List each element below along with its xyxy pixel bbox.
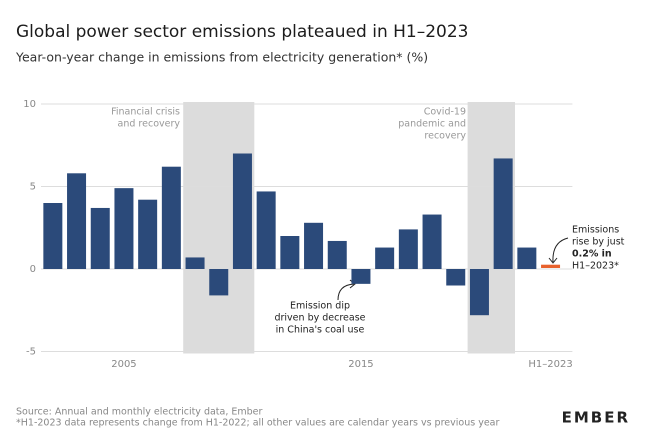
bar — [541, 264, 561, 268]
source-note: *H1-2023 data represents change from H1-… — [16, 418, 499, 429]
arrow-head — [548, 257, 558, 264]
bar — [327, 240, 347, 269]
bar — [375, 247, 395, 269]
y-tick-label: 0 — [30, 264, 36, 275]
annotation: H1–2023* — [572, 261, 619, 272]
bar — [161, 166, 181, 269]
chart-title: Global power sector emissions plateaued … — [16, 22, 468, 42]
bar — [469, 269, 489, 316]
bar — [114, 188, 134, 269]
bar — [67, 173, 87, 269]
bar — [351, 269, 371, 284]
bar — [517, 247, 537, 269]
annotation: Financial crisis — [111, 107, 180, 118]
x-tick-label: 2015 — [348, 359, 373, 370]
annotation: driven by decrease — [274, 313, 365, 324]
bar — [304, 222, 324, 269]
annotation: in China's coal use — [276, 325, 365, 336]
bar — [185, 257, 205, 269]
annotation: recovery — [424, 131, 466, 142]
bar — [43, 203, 63, 269]
x-tick-label: H1–2023 — [528, 359, 572, 370]
arrow — [337, 283, 355, 301]
chart-subtitle: Year-on-year change in emissions from el… — [15, 50, 428, 65]
bar — [446, 269, 466, 286]
annotation: 0.2% in — [572, 249, 612, 260]
y-tick-label: 10 — [23, 99, 36, 110]
bar — [90, 207, 110, 269]
arrow — [552, 237, 569, 263]
logo: EMBER — [562, 409, 630, 427]
annotation: rise by just — [572, 237, 625, 248]
x-tick-label: 2005 — [111, 359, 136, 370]
annotation: Emissions — [572, 225, 619, 236]
annotation: and recovery — [118, 119, 181, 130]
bar — [232, 153, 252, 269]
bar — [280, 236, 300, 269]
bar — [256, 191, 276, 269]
annotation: pandemic and — [398, 119, 466, 130]
annotation: Emission dip — [290, 301, 350, 312]
bar — [398, 229, 418, 269]
annotation: Covid-19 — [424, 107, 466, 118]
bar — [493, 158, 513, 269]
bar — [138, 199, 158, 269]
bar — [209, 269, 229, 296]
y-tick-label: -5 — [26, 347, 36, 358]
y-tick-label: 5 — [30, 182, 36, 193]
bar — [422, 214, 442, 269]
source: Source: Annual and monthly electricity d… — [16, 407, 263, 418]
